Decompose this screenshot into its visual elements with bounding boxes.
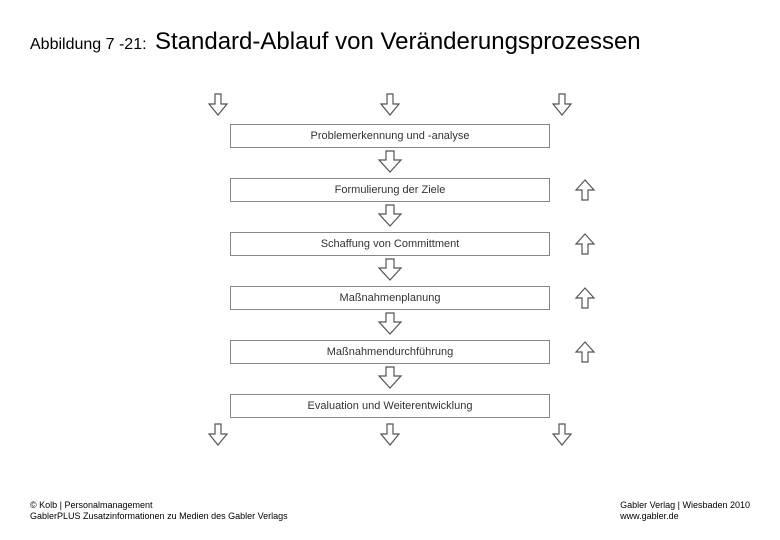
arrow-up-icon	[573, 232, 597, 256]
title-row: Abbildung 7 -21: Standard-Ablauf von Ver…	[30, 28, 750, 56]
step-box-6: Evaluation und Weiterentwicklung	[230, 394, 550, 418]
step-box-2: Formulierung der Ziele	[230, 178, 550, 202]
footer-right-line2: www.gabler.de	[620, 511, 750, 522]
arrow-between	[170, 258, 610, 282]
step-label: Schaffung von Committment	[321, 238, 460, 250]
step-label: Formulierung der Ziele	[335, 184, 446, 196]
arrow-between	[170, 150, 610, 174]
footer-right: Gabler Verlag | Wiesbaden 2010 www.gable…	[620, 500, 750, 523]
incoming-arrows	[170, 92, 610, 120]
arrow-down-icon	[378, 422, 402, 450]
outgoing-arrows	[170, 422, 610, 450]
arrow-up-icon	[573, 340, 597, 364]
figure-label: Abbildung 7 -21:	[30, 36, 147, 53]
step-box-3: Schaffung von Committment	[230, 232, 550, 256]
step-label: Problemerkennung und -analyse	[311, 130, 470, 142]
arrow-down-icon	[378, 92, 402, 120]
arrow-down-icon	[550, 422, 574, 450]
arrow-between	[170, 366, 610, 390]
step-label: Evaluation und Weiterentwicklung	[308, 400, 473, 412]
arrow-up-icon	[573, 286, 597, 310]
step-label: Maßnahmendurchführung	[327, 346, 454, 358]
step-box-1: Problemerkennung und -analyse	[230, 124, 550, 148]
arrow-down-icon	[206, 422, 230, 450]
footer-left-line2: GablerPLUS Zusatzinformationen zu Medien…	[30, 511, 288, 522]
main-title: Standard-Ablauf von Veränderungsprozesse…	[155, 28, 641, 55]
arrow-down-icon	[550, 92, 574, 120]
arrow-between	[170, 204, 610, 228]
step-box-4: Maßnahmenplanung	[230, 286, 550, 310]
arrow-between	[170, 312, 610, 336]
arrow-down-icon	[206, 92, 230, 120]
step-box-5: Maßnahmendurchführung	[230, 340, 550, 364]
arrow-up-icon	[573, 178, 597, 202]
footer-right-line1: Gabler Verlag | Wiesbaden 2010	[620, 500, 750, 511]
footer-left-line1: © Kolb | Personalmanagement	[30, 500, 288, 511]
step-label: Maßnahmenplanung	[340, 292, 441, 304]
footer-left: © Kolb | Personalmanagement GablerPLUS Z…	[30, 500, 288, 523]
flowchart: Problemerkennung und -analyse Formulieru…	[170, 92, 610, 450]
page: Abbildung 7 -21: Standard-Ablauf von Ver…	[0, 0, 780, 540]
